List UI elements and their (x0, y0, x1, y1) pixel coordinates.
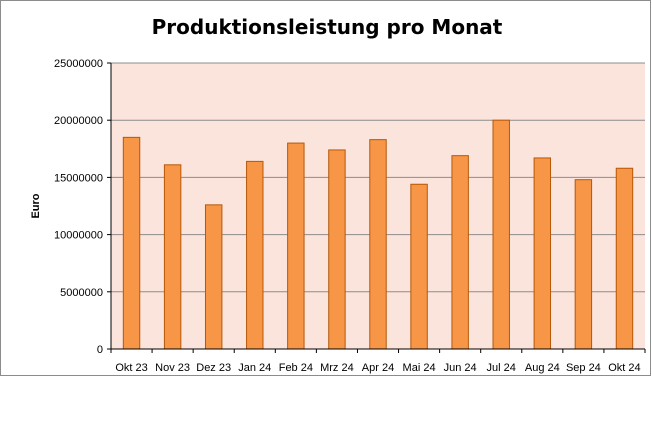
chart-title: Produktionsleistung pro Monat (152, 15, 503, 39)
bar-jan-24 (246, 160, 264, 350)
y-tick-label: 0 (97, 344, 103, 356)
y-tick-label: 5000000 (60, 287, 103, 299)
bar-dez-23 (204, 204, 223, 350)
y-tick-label: 25000000 (54, 58, 103, 70)
bar-chart: Produktionsleistung pro Monat 0 5000000 10… (30, 15, 646, 374)
y-tick-label: 10000000 (54, 230, 103, 242)
y-axis-ticks: 0 5000000 10000000 15000000 20000000 25000000 (54, 58, 111, 356)
bar-mai-24 (410, 183, 428, 350)
x-tick-label: Jun 24 (444, 362, 477, 374)
x-tick-label: Dez 23 (196, 362, 231, 374)
x-tick-label: Feb 24 (279, 362, 313, 374)
bar-okt-23 (122, 136, 141, 350)
bar-nov-23 (163, 164, 182, 350)
x-tick-label: Jul 24 (487, 362, 516, 374)
bar-feb-24 (287, 142, 305, 350)
bar-jul-24 (492, 119, 510, 350)
bar-aug-24 (533, 157, 552, 350)
y-axis-label: Euro (30, 193, 42, 218)
bar-apr-24 (369, 139, 387, 350)
x-axis-ticks: Okt 23 Nov 23 Dez 23 Jan 24 Feb 24 Mrz 24 Apr … (110, 349, 646, 374)
x-tick-label: Sep 24 (566, 362, 601, 374)
x-tick-label: Mrz 24 (320, 362, 354, 374)
x-tick-label: Okt 24 (608, 362, 640, 374)
x-tick-label: Nov 23 (155, 362, 190, 374)
chart-area: Produktionsleistung pro Monat 0 5000000 10… (0, 0, 651, 376)
x-tick-label: Okt 23 (115, 362, 147, 374)
x-tick-label: Mai 24 (403, 362, 436, 374)
bar-jun-24 (451, 155, 469, 350)
x-tick-label: Aug 24 (525, 362, 560, 374)
x-tick-label: Jan 24 (238, 362, 271, 374)
y-tick-label: 20000000 (54, 115, 103, 127)
y-tick-label: 15000000 (54, 172, 103, 184)
x-tick-label: Apr 24 (362, 362, 394, 374)
bar-mrz-24 (328, 149, 346, 350)
bar-okt-24 (615, 167, 634, 350)
bar-sep-24 (574, 179, 593, 350)
